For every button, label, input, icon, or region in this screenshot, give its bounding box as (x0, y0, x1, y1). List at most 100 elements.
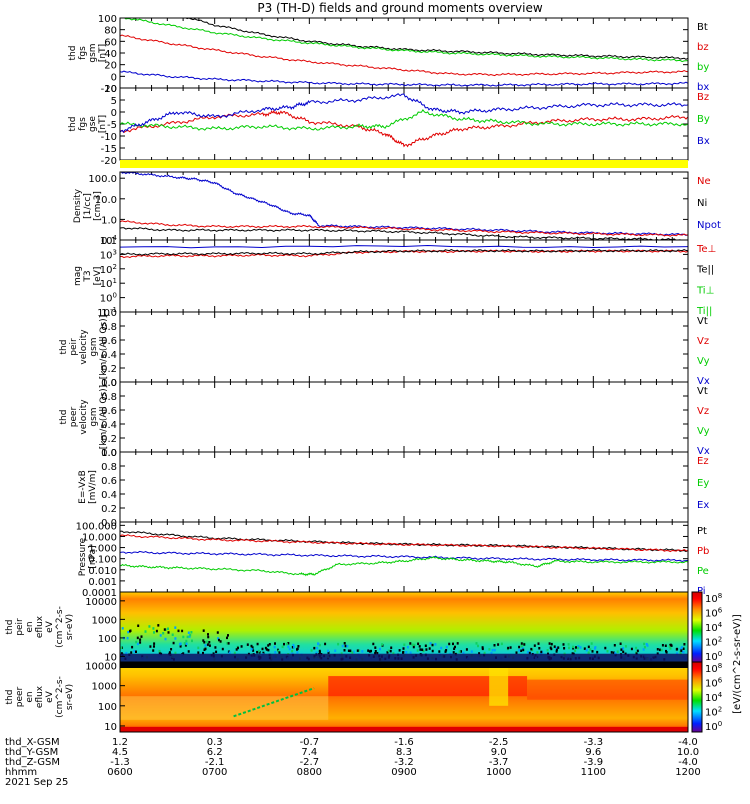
legend-item-bz: bz (697, 42, 709, 53)
legend-item-bt: Bt (697, 22, 708, 33)
spectrogram-pixel (291, 652, 294, 655)
spectrogram-pixel (493, 648, 496, 652)
spectrogram-pixel (257, 649, 260, 653)
spectrogram-region (120, 696, 329, 720)
spectrogram-pixel (402, 647, 405, 650)
spectrogram-pixel (521, 646, 524, 650)
legend-item-npot: Npot (697, 220, 721, 231)
spectrogram-pixel (256, 642, 259, 646)
spectrogram-pixel (379, 647, 381, 651)
y-axis-label: thd peer velocity gsm [km/s (All Qs)] (59, 385, 109, 449)
spectrogram-pixel (630, 647, 633, 651)
spectrogram-pixel (475, 642, 478, 645)
legend-item-vt: Vt (697, 386, 708, 397)
spectrogram-pixel (555, 646, 558, 650)
series-ni-line (120, 227, 688, 240)
x-row-value: 0800 (297, 767, 322, 778)
legend: Bz By Bx (697, 92, 710, 147)
y-tick-label: 0.2 (101, 504, 117, 515)
spectrogram-pixel (398, 649, 401, 652)
spectrogram-pixel (376, 652, 379, 655)
spectrogram-pixel (296, 647, 299, 651)
spectrogram-pixel (613, 644, 616, 647)
colorbar-tick-label: 106 (705, 607, 723, 620)
spectrogram-pixel (452, 651, 455, 654)
spectrogram-pixel (533, 644, 536, 647)
y-tick-label: 20 (104, 61, 117, 72)
x-row-value: -2.1 (205, 757, 225, 768)
spectrogram-pixel (540, 650, 543, 654)
series-group (120, 172, 688, 240)
spectrogram-pixel (327, 651, 330, 654)
spectrogram-pixel (661, 644, 664, 647)
spectrogram-pixel (419, 648, 422, 651)
series-te-line (120, 248, 688, 256)
y-tick-label: 0.8 (101, 462, 117, 473)
y-tick-label: 1.0 (101, 448, 117, 459)
panel-3: 0.1 1.0 10.0 100.0 Density [1/cc] [cm-3] Ne Ni Np… (73, 171, 721, 247)
y-tick-label: 0.2 (101, 364, 117, 375)
series-bz-line (120, 109, 688, 148)
y-tick-label: -15 (101, 144, 117, 155)
spectrogram-pixel (460, 650, 462, 653)
x-row-value: -0.7 (300, 737, 320, 748)
spectrogram-pixel (288, 647, 291, 651)
legend-item-pe: Pe (697, 566, 709, 577)
spectrogram-pixel (189, 633, 192, 637)
y-axis-label-line: thd (68, 46, 78, 61)
series-bx-line (120, 70, 688, 87)
legend-item-vx: Vx (697, 446, 710, 457)
spectrogram-pixel (292, 643, 295, 647)
x-row-label: thd_X-GSM (5, 737, 60, 748)
spectrogram-pixel (343, 642, 346, 645)
y-axis-label-line: sr-eV) (65, 614, 75, 640)
spectrogram-pixel (174, 626, 177, 629)
spectrogram-pixel (267, 644, 270, 647)
spectrogram-pixel (167, 627, 169, 630)
legend-item-ey: Ey (697, 478, 709, 489)
y-axis-label-line: peer (69, 406, 79, 427)
spectrogram-pixel (660, 648, 663, 652)
spectrogram-pixel (139, 641, 142, 644)
spectrogram-pixel (483, 651, 486, 655)
spectrogram-pixel (212, 652, 215, 655)
y-axis-label-line: [cm-3] (93, 191, 103, 221)
spectrogram-trace (233, 687, 315, 718)
spectrogram-pixel (202, 629, 205, 632)
spectrogram-pixel (679, 647, 682, 651)
spectrogram-pixel (553, 645, 556, 648)
x-axis-annotation: thd_X-GSM 1.2 0.3 -0.7 -1.6 -2.5 -3.3 -4.0 thd_Y… (5, 737, 701, 788)
y-axis-label-line: [nPa] (88, 545, 98, 568)
spectrogram-region (328, 676, 528, 697)
y-axis-label-line: thd (5, 620, 15, 635)
colorbar-tick-label: 102 (705, 706, 722, 719)
spectrogram-pixel (158, 649, 161, 653)
spectrogram-pixel (440, 646, 443, 650)
spectrogram-pixel (456, 642, 459, 645)
y-axis-label-line: sr-eV) (65, 684, 75, 710)
spectrogram-pixel (185, 642, 188, 646)
spectrogram-pixel (184, 644, 187, 647)
spectrogram-pixel (583, 647, 586, 650)
spectrogram-pixel (318, 651, 321, 654)
spectrogram-pixel (287, 645, 290, 648)
spectrogram-pixel (389, 649, 392, 653)
legend-item-vz: Vz (697, 336, 709, 347)
spectrogram-pixel (416, 649, 419, 652)
spectrogram-pixel (246, 643, 249, 646)
spectrogram-pixel (590, 642, 593, 645)
spectrogram-pixel (121, 627, 124, 630)
spectrogram-pixel (386, 651, 389, 654)
spectrogram-pixel (186, 635, 189, 639)
spectrogram-pixel (352, 650, 355, 654)
y-tick-label: 0.4 (101, 420, 117, 431)
spectrogram-pixel (643, 646, 646, 649)
spectrogram-pixel (413, 643, 416, 647)
spectrogram-pixel (571, 652, 574, 655)
spectrogram-pixel (204, 644, 207, 647)
spectrogram-pixel (135, 640, 138, 644)
